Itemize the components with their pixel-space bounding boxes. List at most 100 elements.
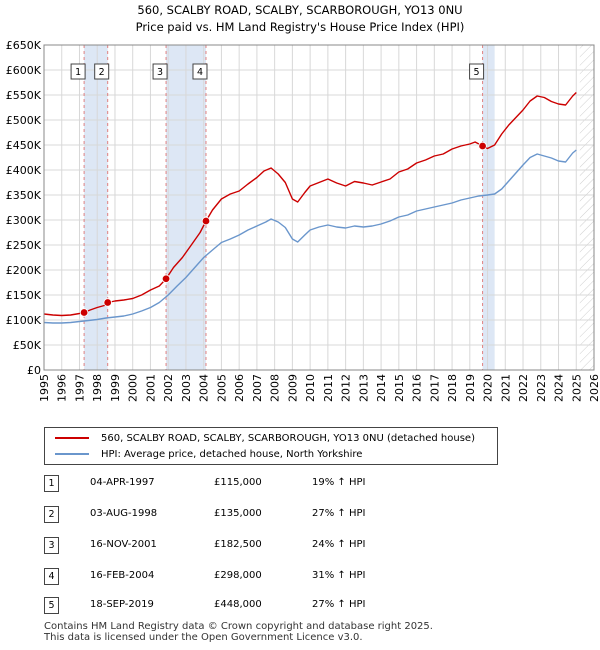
transaction-row: 1 04-APR-1997 £115,000 19% ↑ HPI xyxy=(0,475,600,495)
y-tick-label: £500K xyxy=(6,114,42,127)
x-tick-label: 1995 xyxy=(38,374,51,402)
price-chart: 1 2 3 4 5 £0 £50K £100K £150K £200K £250K £300K £350… xyxy=(6,39,600,402)
transaction-hpi: 31% ↑ HPI xyxy=(312,570,366,581)
y-tick-label: £300K xyxy=(6,214,42,227)
y-tick-label: £650K xyxy=(6,39,42,52)
transaction-price: £115,000 xyxy=(214,477,262,488)
sale-point xyxy=(103,298,112,307)
transaction-date: 04-APR-1997 xyxy=(90,477,155,488)
legend-swatch-hpi xyxy=(55,453,89,455)
x-tick-label: 2002 xyxy=(162,374,175,402)
transaction-number: 2 xyxy=(44,506,59,523)
x-tick-label: 2004 xyxy=(198,374,211,402)
hpi-line xyxy=(43,149,577,324)
y-tick-label: £200K xyxy=(6,264,42,277)
y-tick-label: £400K xyxy=(6,164,42,177)
transaction-number: 5 xyxy=(44,597,59,614)
x-tick-label: 2020 xyxy=(482,374,495,402)
x-tick-label: 2021 xyxy=(499,374,512,402)
sale-label-number: 3 xyxy=(157,67,163,78)
x-tick-label: 1996 xyxy=(56,374,69,402)
chart-legend: 560, SCALBY ROAD, SCALBY, SCARBOROUGH, Y… xyxy=(44,427,498,465)
x-tick-label: 2017 xyxy=(428,374,441,402)
transaction-row: 3 16-NOV-2001 £182,500 24% ↑ HPI xyxy=(0,537,600,557)
x-tick-label: 2019 xyxy=(464,374,477,402)
sale-label-number: 1 xyxy=(75,67,81,78)
x-tick-label: 2014 xyxy=(375,374,388,402)
property-price-line xyxy=(43,91,577,317)
sale-label-number: 5 xyxy=(474,67,480,78)
x-tick-label: 2025 xyxy=(570,374,583,402)
sale-label-box xyxy=(469,63,485,80)
transaction-hpi: 19% ↑ HPI xyxy=(312,477,366,488)
x-tick-label: 1999 xyxy=(109,374,122,402)
y-tick-label: £600K xyxy=(6,64,42,77)
x-tick-label: 2013 xyxy=(357,374,370,402)
sale-point xyxy=(79,308,89,317)
x-tick-label: 1997 xyxy=(73,374,86,402)
sale-label-box xyxy=(70,63,86,80)
y-tick-label: £100K xyxy=(6,314,42,327)
x-tick-label: 2015 xyxy=(393,374,406,402)
x-tick-label: 2003 xyxy=(180,374,193,402)
chart-subtitle: Price paid vs. HM Land Registry's House … xyxy=(135,20,465,34)
x-tick-label: 2010 xyxy=(304,374,317,402)
transaction-row: 4 16-FEB-2004 £298,000 31% ↑ HPI xyxy=(0,568,600,588)
legend-label-property: 560, SCALBY ROAD, SCALBY, SCARBOROUGH, Y… xyxy=(101,432,475,444)
footer-copyright: Contains HM Land Registry data © Crown c… xyxy=(44,621,433,632)
sale-label-number: 2 xyxy=(99,67,105,78)
transaction-date: 16-NOV-2001 xyxy=(90,539,157,550)
sale-shaded-range xyxy=(84,45,108,370)
transaction-price: £135,000 xyxy=(214,508,262,519)
chart-title: 560, SCALBY ROAD, SCALBY, SCARBOROUGH, Y… xyxy=(137,3,463,17)
transaction-number: 4 xyxy=(44,568,59,585)
x-tick-label: 2018 xyxy=(446,374,459,402)
x-tick-label: 2006 xyxy=(233,374,246,402)
y-tick-label: £50K xyxy=(13,339,42,352)
sale-point xyxy=(161,274,171,283)
x-tick-label: 2001 xyxy=(144,374,157,402)
transaction-price: £298,000 xyxy=(214,570,262,581)
transaction-date: 03-AUG-1998 xyxy=(90,508,158,519)
x-tick-label: 2023 xyxy=(535,374,548,402)
legend-item-hpi: HPI: Average price, detached house, Nort… xyxy=(55,447,362,461)
x-tick-label: 2012 xyxy=(340,374,353,402)
legend-item-property: 560, SCALBY ROAD, SCALBY, SCARBOROUGH, Y… xyxy=(55,431,475,445)
transaction-number: 3 xyxy=(44,537,59,554)
x-tick-label: 2005 xyxy=(215,374,228,402)
y-tick-label: £0 xyxy=(27,364,41,377)
legend-swatch-property xyxy=(55,437,89,439)
transaction-price: £448,000 xyxy=(214,599,262,610)
y-tick-label: £550K xyxy=(6,89,42,102)
x-tick-label: 2026 xyxy=(588,374,600,402)
x-tick-label: 2016 xyxy=(411,374,424,402)
sale-label-number: 4 xyxy=(197,67,203,78)
x-tick-label: 2000 xyxy=(127,374,140,402)
sale-label-box xyxy=(192,63,208,80)
footer-licence: This data is licensed under the Open Gov… xyxy=(44,632,363,643)
x-tick-label: 2024 xyxy=(553,374,566,402)
transaction-date: 18-SEP-2019 xyxy=(90,599,154,610)
y-tick-label: £250K xyxy=(6,239,42,252)
transaction-hpi: 27% ↑ HPI xyxy=(312,508,366,519)
plot-border xyxy=(43,44,595,371)
transaction-date: 16-FEB-2004 xyxy=(90,570,155,581)
sale-shaded-range xyxy=(482,45,495,370)
y-tick-label: £450K xyxy=(6,139,42,152)
transaction-row: 5 18-SEP-2019 £448,000 27% ↑ HPI xyxy=(0,597,600,617)
x-tick-label: 2011 xyxy=(322,374,335,402)
sale-point xyxy=(201,216,211,226)
sale-point xyxy=(478,141,487,151)
transaction-price: £182,500 xyxy=(214,539,262,550)
transaction-row: 2 03-AUG-1998 £135,000 27% ↑ HPI xyxy=(0,506,600,526)
y-tick-label: £150K xyxy=(6,289,42,302)
future-hatch xyxy=(579,45,594,370)
sale-label-box xyxy=(152,63,168,80)
legend-label-hpi: HPI: Average price, detached house, Nort… xyxy=(101,448,363,460)
transaction-hpi: 24% ↑ HPI xyxy=(312,539,366,550)
transaction-number: 1 xyxy=(44,475,59,492)
transaction-hpi: 27% ↑ HPI xyxy=(312,599,366,610)
x-tick-label: 2008 xyxy=(269,374,282,402)
x-tick-label: 1998 xyxy=(91,374,104,402)
x-tick-label: 2007 xyxy=(251,374,264,402)
